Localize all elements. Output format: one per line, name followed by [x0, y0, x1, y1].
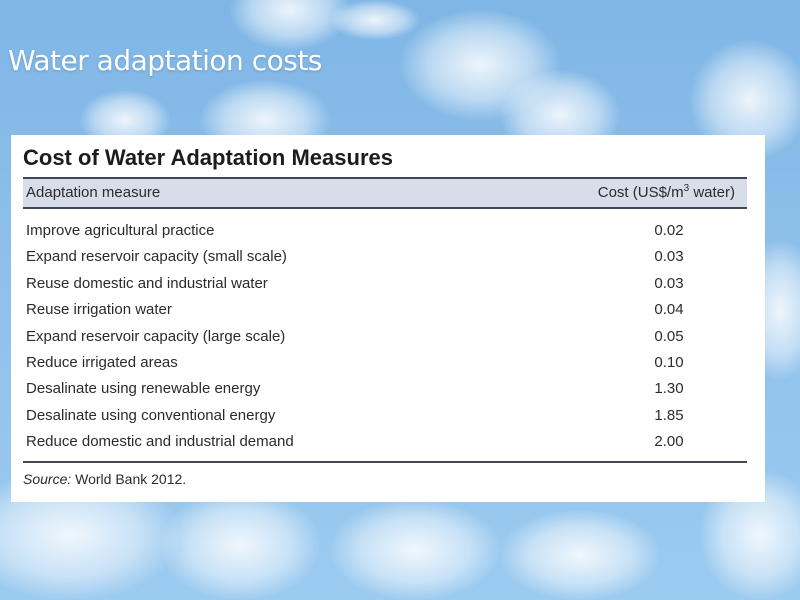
measure-cell: Improve agricultural practice: [26, 222, 215, 239]
cloud: [330, 500, 500, 600]
slide-title: Water adaptation costs: [8, 44, 322, 77]
table-row: Reduce domestic and industrial demand 2.…: [23, 430, 747, 456]
cost-table-card: Cost of Water Adaptation Measures Adapta…: [11, 135, 765, 502]
column-header-measure: Adaptation measure: [26, 184, 161, 201]
cloud: [500, 510, 660, 600]
table-row: Expand reservoir capacity (small scale) …: [23, 245, 747, 271]
cost-cell: 2.00: [654, 433, 684, 451]
table-source-note: Source: World Bank 2012.: [23, 471, 186, 487]
measure-cell: Expand reservoir capacity (large scale): [26, 327, 286, 345]
source-label: Source:: [23, 471, 72, 487]
measure-cell: Reduce domestic and industrial demand: [26, 433, 294, 451]
table-row: Desalinate using renewable energy 1.30: [23, 377, 747, 403]
measure-cell: Reuse domestic and industrial water: [26, 274, 268, 292]
table-bottom-rule: [23, 461, 747, 463]
cost-header-superscript: 3: [683, 183, 690, 194]
measure-cell: Reuse irrigation water: [26, 301, 172, 319]
measure-cell: Reduce irrigated areas: [26, 353, 178, 371]
column-header-cost: Cost (US$/m3 water): [597, 183, 735, 202]
table-row: Reuse domestic and industrial water 0.03: [23, 272, 747, 298]
cost-cell: 1.85: [654, 406, 684, 424]
cloud: [160, 490, 320, 600]
cost-cell: 1.30: [654, 380, 684, 398]
table-row: Expand reservoir capacity (large scale) …: [23, 325, 747, 351]
cost-cell: 0.02: [654, 222, 684, 239]
table-title: Cost of Water Adaptation Measures: [23, 145, 393, 170]
table-row: Desalinate using conventional energy 1.8…: [23, 404, 747, 430]
cost-cell: 0.04: [654, 301, 684, 319]
table-header-row: Adaptation measure Cost (US$/m3 water): [23, 177, 747, 209]
measure-cell: Desalinate using conventional energy: [26, 406, 276, 424]
measure-cell: Expand reservoir capacity (small scale): [26, 248, 287, 266]
measure-cell: Desalinate using renewable energy: [26, 380, 261, 398]
table-row: Improve agricultural practice 0.02: [23, 219, 747, 245]
table-body: Improve agricultural practice 0.02 Expan…: [23, 219, 747, 457]
source-text: World Bank 2012.: [71, 471, 187, 487]
table-row: Reduce irrigated areas 0.10: [23, 351, 747, 377]
cost-header-prefix: Cost (US$/m: [597, 184, 684, 201]
table-row: Reuse irrigation water 0.04: [23, 298, 747, 324]
cost-cell: 0.03: [654, 274, 684, 292]
cost-cell: 0.03: [654, 248, 684, 266]
cost-cell: 0.10: [654, 353, 684, 371]
cloud: [330, 0, 420, 40]
cost-cell: 0.05: [654, 327, 684, 345]
cost-header-suffix: water): [689, 184, 735, 201]
